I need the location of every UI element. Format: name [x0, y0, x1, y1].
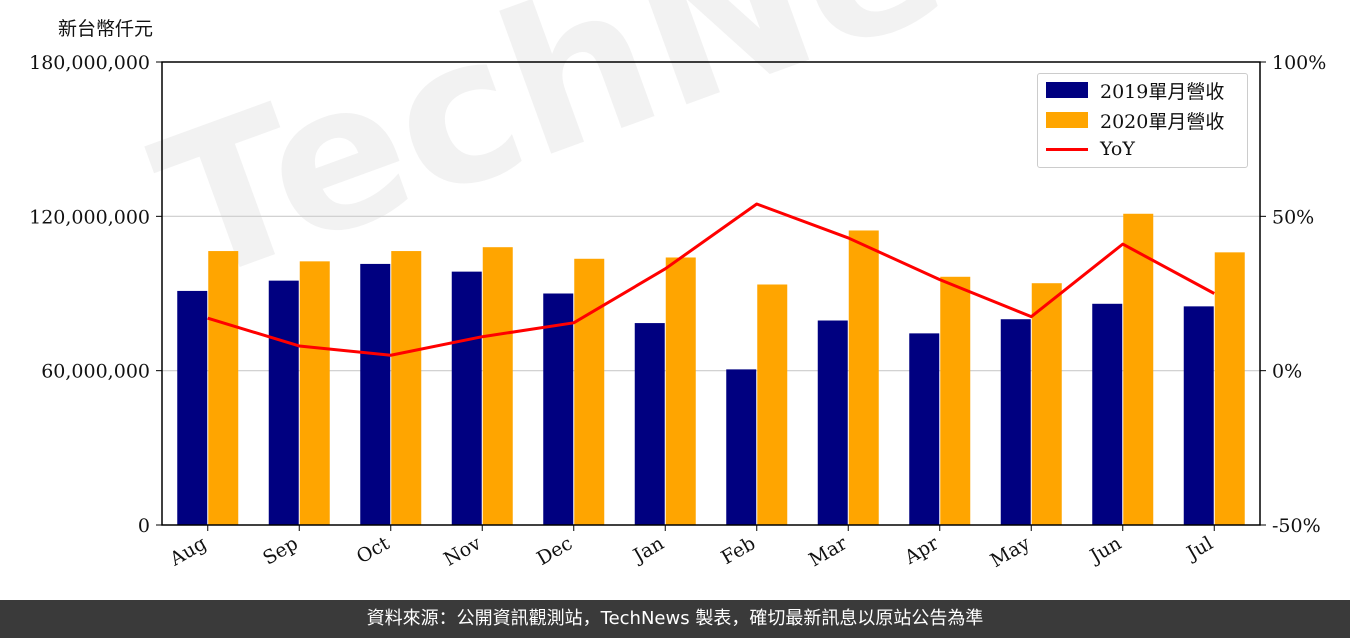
- y-tick-label: 120,000,000: [29, 206, 150, 228]
- legend-swatch-2020: [1046, 112, 1088, 128]
- y-axis-unit-label: 新台幣仟元: [58, 18, 154, 40]
- bar-2019: [817, 320, 848, 525]
- bar-2020: [1123, 213, 1154, 525]
- legend-label-2019: 2019單月營收: [1100, 80, 1225, 103]
- bar-2019: [1092, 303, 1123, 525]
- x-tick-label: Oct: [353, 532, 394, 568]
- x-tick-label: Feb: [717, 532, 759, 569]
- x-tick-label: Jan: [628, 532, 668, 568]
- legend-label-2020: 2020單月營收: [1100, 110, 1225, 133]
- y-tick-label: 0: [138, 515, 150, 537]
- y-tick-label: 180,000,000: [29, 52, 150, 74]
- bar-2019: [268, 280, 299, 525]
- y2-tick-label: 100%: [1272, 52, 1326, 74]
- bar-2019: [543, 293, 574, 525]
- x-tick-label: May: [987, 532, 1034, 572]
- bar-2020: [208, 251, 239, 525]
- y2-tick-label: -50%: [1272, 515, 1321, 537]
- bar-2020: [299, 261, 330, 525]
- bar-2020: [391, 251, 422, 525]
- legend-swatch-2019: [1046, 82, 1088, 98]
- legend-item-yoy: YoY: [1046, 136, 1135, 162]
- y2-tick-label: 0%: [1272, 361, 1302, 383]
- y-tick-label: 60,000,000: [41, 361, 150, 383]
- bar-2020: [1214, 252, 1245, 525]
- legend-label-yoy: YoY: [1100, 138, 1135, 160]
- x-tick-label: Dec: [533, 532, 576, 570]
- bar-2019: [360, 263, 391, 525]
- bar-2019: [1000, 319, 1031, 525]
- legend-item-2019: 2019單月營收: [1046, 77, 1224, 103]
- bar-2020: [1031, 283, 1062, 525]
- bar-2019: [634, 323, 665, 525]
- y2-tick-label: 50%: [1272, 206, 1314, 228]
- bar-2020: [757, 284, 788, 525]
- bar-2020: [665, 257, 696, 525]
- x-tick-label: Jun: [1085, 532, 1126, 568]
- bar-2019: [177, 290, 208, 525]
- bar-2019: [1183, 306, 1214, 525]
- x-tick-label: Jul: [1182, 532, 1217, 565]
- x-tick-label: Nov: [440, 532, 485, 571]
- bar-2019: [451, 271, 482, 525]
- bar-2020: [482, 247, 513, 525]
- revenue-chart: 0 60,000,000 120,000,000 180,000,000 -50% 0% 5…: [29, 52, 1326, 572]
- bar-2020: [848, 230, 879, 525]
- x-tick-label: Aug: [165, 532, 210, 571]
- legend-line-yoy: [1046, 147, 1088, 151]
- bar-2019: [726, 369, 757, 525]
- bar-2019: [909, 333, 940, 525]
- legend-item-2020: 2020單月營收: [1046, 107, 1224, 133]
- x-tick-label: Sep: [259, 532, 302, 569]
- bar-2020: [940, 276, 971, 525]
- bar-2020: [574, 258, 605, 525]
- source-footer: 資料來源：公開資訊觀測站，TechNews 製表，確切最新訊息以原站公告為準: [0, 600, 1350, 638]
- plot-frame: [161, 61, 1261, 526]
- x-tick-label: Apr: [900, 532, 943, 569]
- chart-legend: 2019單月營收 2020單月營收 YoY: [1037, 73, 1248, 168]
- x-tick-label: Mar: [805, 532, 851, 571]
- yoy-line: [207, 202, 1215, 357]
